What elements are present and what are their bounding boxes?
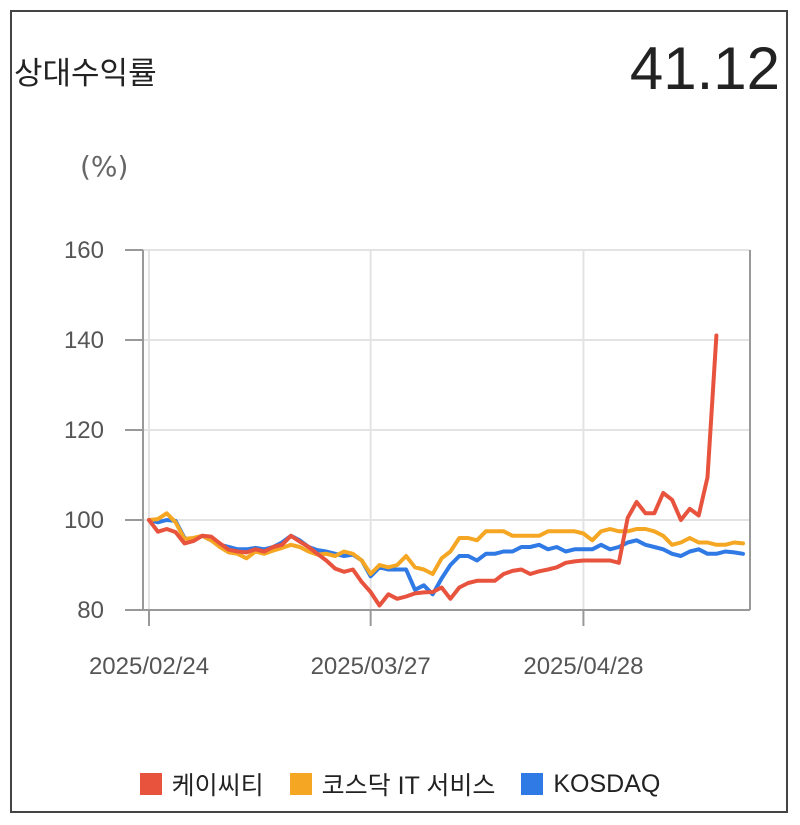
axes: 80 100 120 140 160 2025/02/24 2025/03/27 2025/0… — [64, 237, 750, 680]
y-tick-label: 120 — [64, 417, 104, 444]
y-tick-label: 80 — [77, 597, 104, 624]
y-tick-label: 140 — [64, 327, 104, 354]
legend-item: 코스닥 IT 서비스 — [289, 766, 496, 802]
x-tick-label: 2025/03/27 — [311, 653, 431, 680]
series-line-코스닥 IT 서비스 — [147, 511, 745, 576]
legend-label: KOSDAQ — [553, 769, 661, 798]
chart-title: 상대수익률 — [14, 56, 157, 92]
y-unit-label: (%) — [80, 150, 129, 183]
current-value: 41.12 — [629, 35, 780, 102]
x-tick-label: 2025/02/24 — [89, 653, 209, 680]
legend-item: KOSDAQ — [521, 766, 660, 802]
y-tick-label: 100 — [64, 507, 104, 534]
chart-frame — [10, 10, 788, 813]
x-tick-label: 2025/04/28 — [523, 653, 643, 680]
legend-label: 케이씨티 — [171, 772, 264, 800]
series-line-KOSDAQ — [147, 518, 745, 597]
legend-swatch — [521, 773, 544, 795]
series-line-케이씨티 — [147, 333, 719, 608]
legend-label: 코스닥 IT 서비스 — [321, 772, 496, 800]
legend: 케이씨티 코스닥 IT 서비스 KOSDAQ — [0, 766, 800, 802]
series-lines — [147, 333, 745, 608]
legend-item: 케이씨티 — [139, 766, 264, 802]
y-tick-label: 160 — [64, 237, 104, 264]
legend-swatch — [289, 773, 312, 795]
legend-swatch — [139, 773, 162, 795]
